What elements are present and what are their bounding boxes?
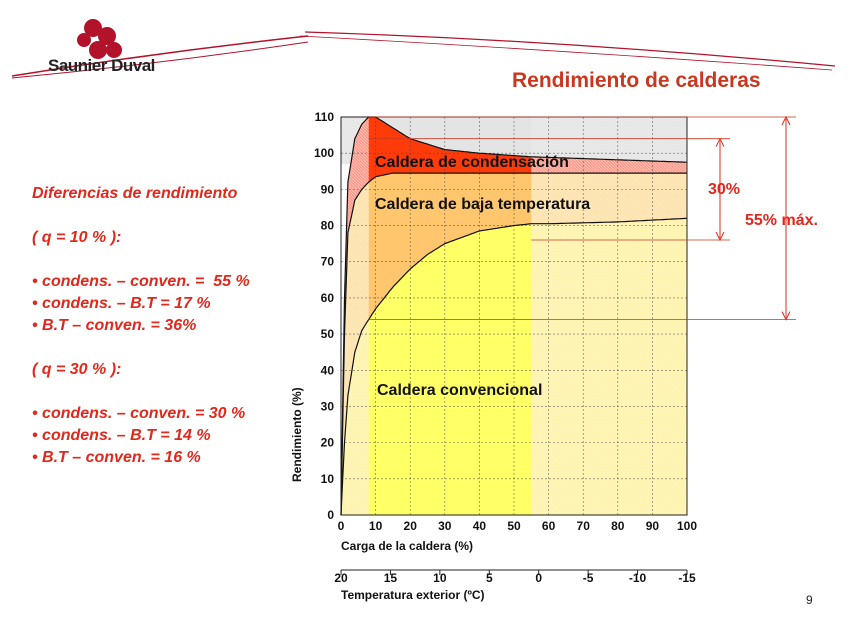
differences-heading: Diferencias de rendimiento xyxy=(32,185,238,202)
temperature-tick-label: 0 xyxy=(535,571,542,585)
case-q10-label: ( q = 10 % ): xyxy=(32,229,122,246)
temperature-tick-label: -15 xyxy=(678,571,696,585)
texture-right xyxy=(531,117,687,515)
saunier-duval-logo xyxy=(11,19,309,79)
annotation-arrowhead xyxy=(715,137,725,147)
page-number: 9 xyxy=(806,593,813,607)
slide-title: Rendimiento de calderas xyxy=(512,69,761,92)
annotation-label: 55% máx. xyxy=(745,212,818,229)
y-axis-label: Rendimiento (%) xyxy=(290,387,304,482)
y-tick-label: 40 xyxy=(321,363,335,377)
series-line-3 xyxy=(340,217,688,516)
temperature-tick-label: 20 xyxy=(334,571,348,585)
annotation-arrowhead xyxy=(781,311,791,321)
x-tick-label: 0 xyxy=(338,519,345,533)
case-q10-line: • condens. – B.T = 17 % xyxy=(32,295,211,312)
x-axis-label: Carga de la caldera (%) xyxy=(341,539,473,553)
area-baja-temperatura-highlight xyxy=(368,173,532,320)
series-label: Caldera de baja temperatura xyxy=(375,196,590,213)
y-tick-label: 110 xyxy=(315,110,335,124)
temperature-tick-label: -10 xyxy=(629,571,647,585)
y-tick-label: 100 xyxy=(314,146,334,160)
x-tick-label: 50 xyxy=(507,519,521,533)
series-label: Caldera de condensación xyxy=(375,154,569,171)
area-condensacion-highlight xyxy=(368,117,532,183)
x-tick-label: 60 xyxy=(542,519,556,533)
y-tick-label: 60 xyxy=(321,291,335,305)
y-tick-label: 70 xyxy=(321,255,335,269)
series-line-1 xyxy=(340,116,687,516)
x-tick-label: 80 xyxy=(611,519,625,533)
annotation-arrowhead xyxy=(781,115,791,126)
case-q30-line: • B.T – conven. = 16 % xyxy=(32,449,201,466)
annotation-arrowhead xyxy=(715,231,725,242)
case-q10-line: • B.T – conven. = 36% xyxy=(32,317,197,334)
y-tick-label: 30 xyxy=(321,399,335,413)
annotation-label: 30% xyxy=(708,181,740,198)
x-tick-label: 20 xyxy=(404,519,418,533)
x-tick-label: 90 xyxy=(646,519,660,533)
series-label: Caldera convencional xyxy=(377,382,542,399)
temperature-tick-label: 10 xyxy=(433,571,447,585)
case-q30-line: • condens. – conven. = 30 % xyxy=(32,405,246,422)
x-tick-label: 70 xyxy=(577,519,591,533)
temperature-tick-label: 15 xyxy=(384,571,398,585)
area-convencional-highlight xyxy=(368,223,532,515)
y-tick-label: 80 xyxy=(321,219,335,233)
case-q30-line: • condens. – B.T = 14 % xyxy=(32,427,211,444)
temperature-tick-label: -5 xyxy=(583,571,594,585)
y-tick-label: 50 xyxy=(321,327,335,341)
x-tick-label: 40 xyxy=(473,519,487,533)
x-tick-label: 100 xyxy=(677,519,697,533)
x-tick-label: 10 xyxy=(369,519,383,533)
case-q10-line: • condens. – conven. = 55 % xyxy=(32,273,250,290)
temperature-axis-label: Temperatura exterior (ºC) xyxy=(341,588,485,602)
brand-name: Saunier Duval xyxy=(48,56,155,75)
y-tick-label: 10 xyxy=(321,472,335,486)
y-tick-label: 0 xyxy=(327,508,334,522)
y-tick-label: 90 xyxy=(321,182,335,196)
efficiency-differences-text: Diferencias de rendimiento ( q = 10 % ):… xyxy=(32,183,250,469)
x-tick-label: 30 xyxy=(438,519,452,533)
series-line-2 xyxy=(340,172,687,516)
case-q30-label: ( q = 30 % ): xyxy=(32,361,122,378)
y-tick-label: 20 xyxy=(321,436,335,450)
temperature-tick-label: 5 xyxy=(486,571,493,585)
